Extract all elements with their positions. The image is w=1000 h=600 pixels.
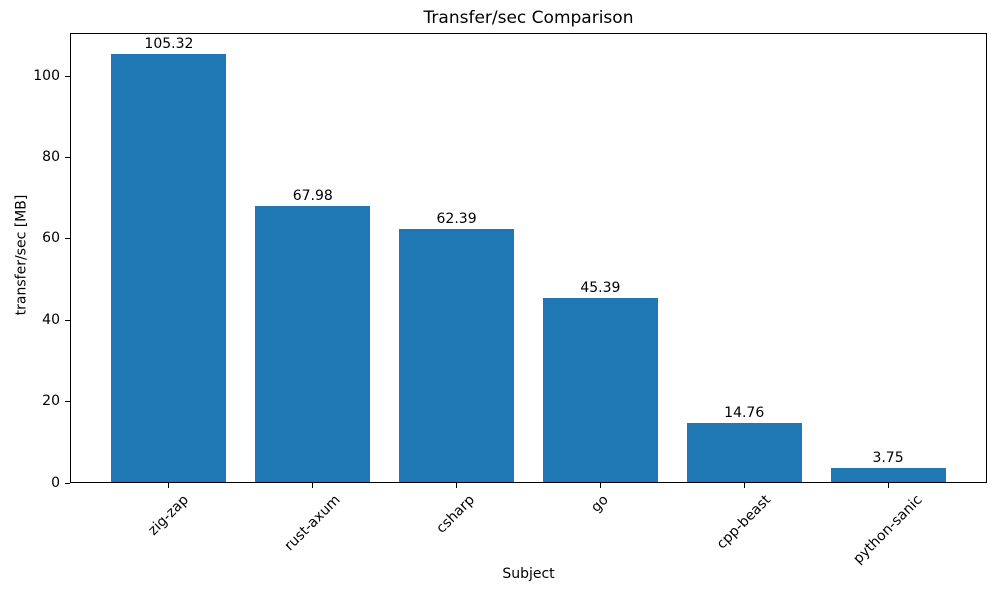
y-tick-label: 0 (51, 474, 60, 491)
y-tick-mark (65, 319, 70, 321)
y-tick-mark (65, 157, 70, 158)
bar-cpp-beast (686, 422, 802, 483)
x-tick-mark (168, 483, 170, 488)
bar-value-label: 62.39 (436, 211, 477, 228)
x-tick-label: zig-zap (145, 492, 192, 539)
y-tick-label: 60 (42, 230, 60, 247)
x-tick-mark (743, 483, 745, 488)
bar-value-label: 14.76 (724, 404, 765, 421)
x-tick-label: go (588, 492, 612, 516)
y-tick-mark (65, 238, 70, 240)
y-tick-label: 80 (42, 149, 60, 165)
x-tick-mark (312, 483, 314, 488)
y-tick-label: 40 (42, 311, 60, 328)
bar-value-label: 67.98 (292, 188, 333, 205)
y-tick-label: 100 (33, 67, 60, 84)
bar-value-label: 45.39 (580, 280, 621, 297)
y-tick-mark (65, 401, 70, 403)
bar-go (542, 298, 658, 483)
bar-csharp (399, 229, 515, 483)
x-tick-label: python-sanic (849, 492, 926, 568)
bar-value-label: 3.75 (872, 449, 904, 466)
y-tick-label: 20 (42, 393, 60, 410)
x-axis-label: Subject (502, 566, 555, 582)
x-tick-label: rust-axum (281, 492, 344, 555)
bar-python-sanic (830, 467, 946, 483)
y-tick-mark (65, 482, 70, 484)
y-tick-mark (65, 75, 70, 77)
y-axis-label: transfer/sec [MB] (13, 194, 30, 316)
bar-rust-axum (255, 206, 371, 483)
x-tick-mark (887, 483, 889, 488)
x-tick-mark (599, 483, 601, 488)
plot-area: 105.32 67.98 62.39 45.39 14.76 3.75 (70, 33, 987, 483)
bar-zig-zap (111, 54, 227, 483)
x-tick-label: cpp-beast (713, 492, 774, 553)
x-tick-label: csharp (433, 492, 479, 537)
chart-title: Transfer/sec Comparison (423, 8, 634, 28)
bar-value-label: 105.32 (144, 36, 194, 53)
x-tick-mark (456, 483, 458, 488)
